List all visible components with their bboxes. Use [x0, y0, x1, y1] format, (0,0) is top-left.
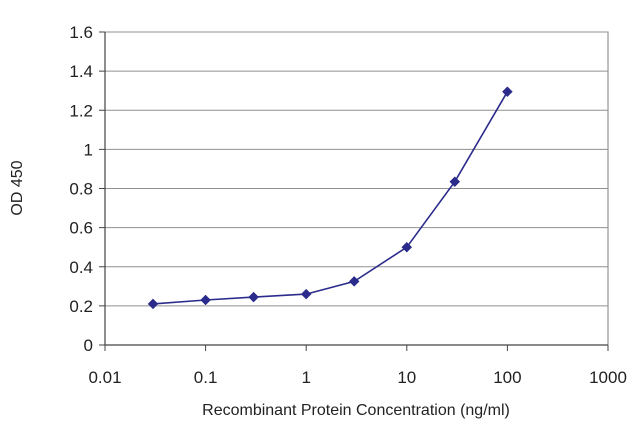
x-tick-label: 0.1 — [194, 368, 218, 387]
y-axis-label: OD 450 — [9, 160, 26, 215]
y-tick-label: 1.2 — [69, 101, 93, 120]
y-tick-label: 0.4 — [69, 258, 93, 277]
x-tick-label: 1 — [301, 368, 310, 387]
series-line — [152, 91, 509, 305]
data-point-marker — [147, 298, 159, 310]
y-tick-label: 0 — [84, 336, 93, 355]
data-point-marker — [200, 294, 211, 306]
x-tick-label: 0.01 — [88, 368, 121, 387]
axis-ticks: 0 0.2 0.4 0.6 0.8 1 1.2 1.4 1.6 0.01 0.1 1 10 100 1000 — [69, 23, 627, 387]
data-point-marker — [401, 241, 413, 253]
x-tick-label: 10 — [397, 368, 416, 387]
x-tick-label: 100 — [493, 368, 521, 387]
data-point-marker — [449, 176, 461, 188]
data-point-marker — [300, 288, 312, 300]
data-point-marker — [248, 291, 259, 303]
y-tick-label: 1.6 — [69, 23, 93, 42]
x-axis-label: Recombinant Protein Concentration (ng/ml… — [202, 402, 510, 419]
y-tick-label: 1.4 — [69, 62, 93, 81]
gridlines — [105, 31, 608, 307]
x-tick-label: 1000 — [589, 368, 627, 387]
data-point-marker — [502, 86, 513, 98]
y-tick-label: 0.2 — [69, 297, 93, 316]
data-point-marker — [348, 276, 360, 287]
y-tick-label: 0.6 — [69, 219, 93, 238]
y-tick-label: 0.8 — [69, 180, 93, 199]
y-tick-label: 1 — [84, 140, 93, 159]
data-series — [147, 86, 513, 310]
